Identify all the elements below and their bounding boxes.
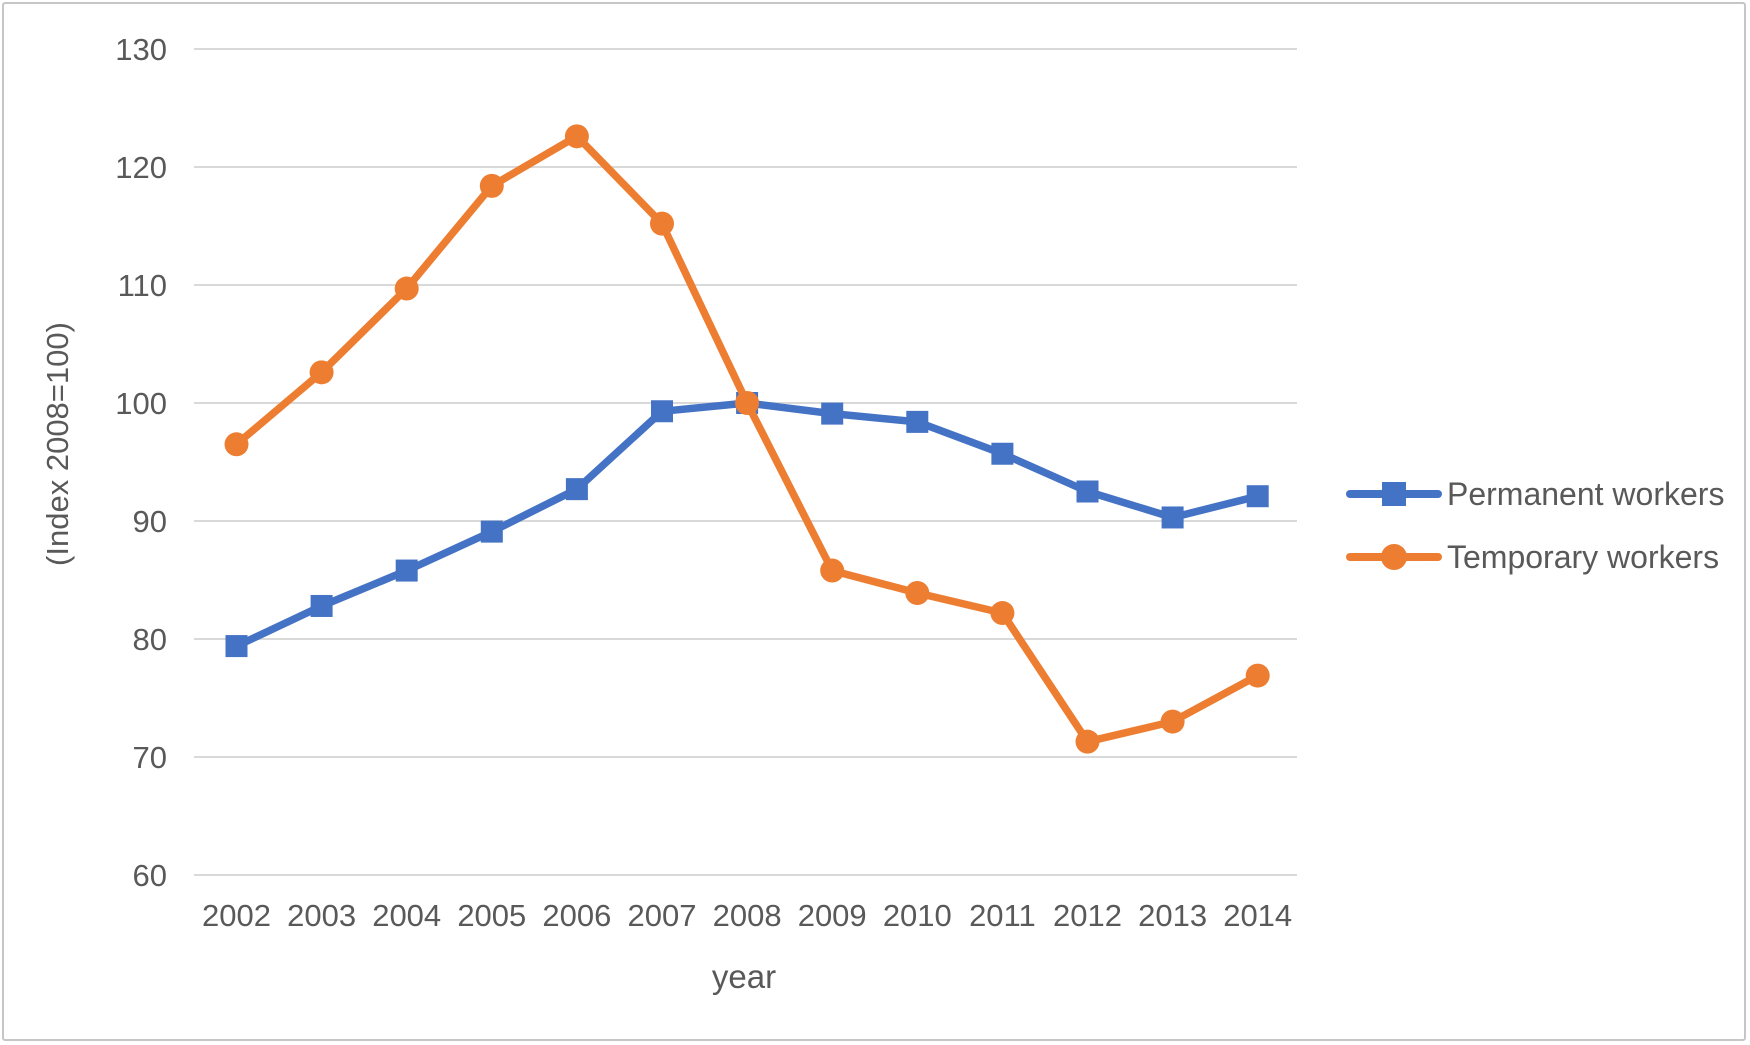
y-tick-label-100: 100 — [115, 386, 167, 421]
marker-permanent-workers-2005 — [480, 520, 503, 543]
x-tick-label-2004: 2004 — [372, 898, 441, 933]
marker-permanent-workers-2006 — [565, 478, 588, 501]
x-tick-label-2007: 2007 — [628, 898, 697, 933]
marker-temporary-workers-2014 — [1245, 663, 1270, 688]
marker-permanent-workers-2010 — [906, 410, 929, 433]
x-tick-label-2003: 2003 — [287, 898, 356, 933]
marker-permanent-workers-2003 — [310, 594, 333, 617]
legend-label-permanent: Permanent workers — [1447, 476, 1724, 512]
x-tick-label-2012: 2012 — [1053, 898, 1122, 933]
marker-temporary-workers-2005 — [479, 173, 504, 198]
marker-temporary-workers-2011 — [990, 601, 1015, 626]
legend-label-temporary: Temporary workers — [1447, 539, 1719, 575]
y-tick-label-60: 60 — [133, 858, 167, 893]
marker-permanent-workers-2011 — [991, 442, 1014, 465]
marker-temporary-workers-2009 — [820, 558, 845, 583]
y-tick-label-110: 110 — [118, 268, 167, 303]
x-tick-label-2002: 2002 — [202, 898, 271, 933]
series-line-permanent-workers — [232, 399, 1262, 650]
marker-permanent-workers-2014 — [1246, 485, 1269, 508]
legend: Permanent workers Temporary workers — [1346, 476, 1724, 575]
y-axis-tick-labels: 60 70 80 90 100 110 120 130 — [115, 32, 167, 893]
gridlines — [194, 48, 1297, 876]
legend-square-marker-blue — [1382, 482, 1406, 506]
x-axis-title: year — [712, 958, 776, 995]
y-tick-label-130: 130 — [115, 32, 167, 67]
x-axis-tick-labels: 2002 2003 2004 2005 2006 2007 2008 2009 2010 2011… — [202, 898, 1292, 933]
x-tick-label-2009: 2009 — [798, 898, 867, 933]
x-tick-label-2010: 2010 — [883, 898, 952, 933]
marker-temporary-workers-2012 — [1075, 729, 1100, 754]
data-series — [224, 124, 1270, 754]
marker-temporary-workers-2003 — [309, 360, 334, 385]
marker-temporary-workers-2006 — [564, 124, 589, 149]
marker-temporary-workers-2007 — [650, 211, 674, 236]
x-tick-label-2006: 2006 — [542, 898, 611, 933]
y-tick-label-70: 70 — [133, 740, 167, 775]
x-tick-label-2013: 2013 — [1138, 898, 1207, 933]
marker-permanent-workers-2007 — [651, 400, 673, 423]
marker-temporary-workers-2008 — [735, 391, 760, 415]
marker-temporary-workers-2013 — [1160, 709, 1185, 734]
x-tick-label-2014: 2014 — [1223, 898, 1292, 933]
marker-permanent-workers-2012 — [1076, 480, 1099, 503]
y-tick-label-90: 90 — [133, 504, 167, 539]
x-tick-label-2008: 2008 — [713, 898, 782, 933]
marker-permanent-workers-2004 — [395, 559, 418, 582]
y-tick-label-80: 80 — [133, 622, 167, 657]
legend-circle-marker-orange — [1381, 544, 1407, 570]
marker-temporary-workers-2002 — [224, 432, 249, 457]
marker-temporary-workers-2004 — [394, 276, 419, 301]
marker-temporary-workers-2010 — [905, 580, 930, 605]
marker-permanent-workers-2009 — [821, 402, 844, 425]
y-axis-title: (Index 2008=100) — [40, 322, 75, 566]
marker-permanent-workers-2013 — [1161, 506, 1184, 529]
x-tick-label-2011: 2011 — [969, 898, 1036, 933]
y-tick-label-120: 120 — [115, 150, 167, 185]
x-tick-label-2005: 2005 — [457, 898, 526, 933]
marker-permanent-workers-2002 — [225, 635, 248, 658]
legend-item-permanent-workers: Permanent workers — [1346, 476, 1724, 512]
series-line-temporary-workers — [232, 132, 1262, 746]
legend-item-temporary-workers: Temporary workers — [1346, 539, 1719, 575]
